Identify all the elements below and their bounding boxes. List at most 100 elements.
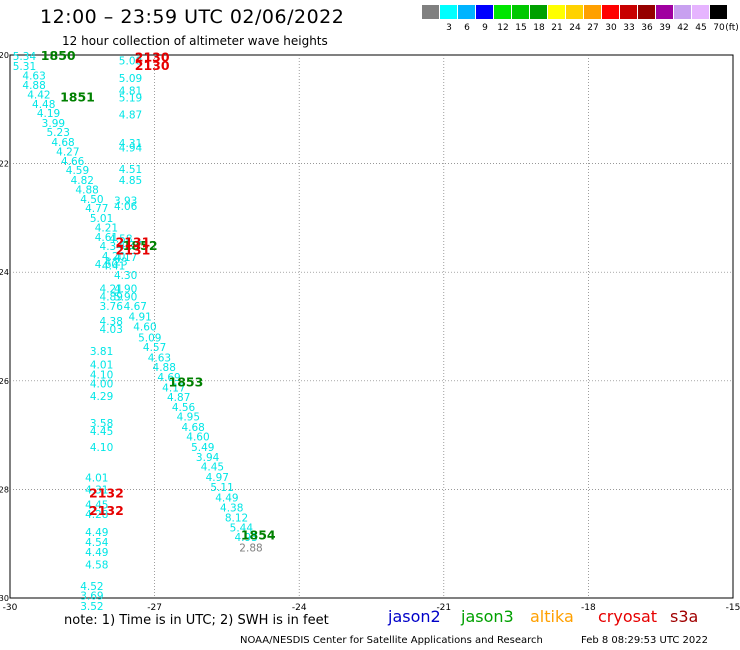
legend-swatch xyxy=(692,5,709,19)
x-tick-label: -21 xyxy=(436,603,451,613)
time-label: 1851 xyxy=(60,89,95,104)
page-subtitle: 12 hour collection of altimeter wave hei… xyxy=(62,34,328,48)
x-tick-label: -24 xyxy=(292,603,307,613)
time-label: 1850 xyxy=(41,48,76,63)
legend-label: 15 xyxy=(515,23,527,33)
wave-height-label: 4.82 xyxy=(71,175,94,187)
wave-height-label: 4.01 xyxy=(90,360,113,372)
wave-height-label: 4.89 xyxy=(100,292,123,304)
wave-height-label: 4.00 xyxy=(90,379,113,391)
legend-label: 39 xyxy=(659,23,671,33)
legend-swatch xyxy=(638,5,655,19)
wave-height-label: 4.93 xyxy=(234,532,257,544)
credit-text: NOAA/NESDIS Center for Satellite Applica… xyxy=(240,635,543,646)
wave-height-label: 5.11 xyxy=(210,482,233,494)
x-tick-label: -30 xyxy=(3,603,18,613)
wave-height-label: 4.57 xyxy=(143,342,166,354)
legend-swatch xyxy=(440,5,457,19)
legend-label: 21 xyxy=(551,23,563,33)
map-frame xyxy=(9,54,734,599)
wave-height-label: 4.49 xyxy=(85,527,108,539)
wave-height-label: 4.56 xyxy=(172,402,196,414)
legend-swatch xyxy=(476,5,493,19)
legend-label: 27 xyxy=(587,23,599,33)
page-title: 12:00 – 23:59 UTC 02/06/2022 xyxy=(40,6,345,28)
wave-height-label: 4.27 xyxy=(56,147,79,159)
wave-height-label: 4.58 xyxy=(109,234,132,246)
wave-height-label: 5.34 xyxy=(13,51,37,63)
wave-height-label: 4.85 xyxy=(119,175,142,187)
wave-height-label: 5.90 xyxy=(114,292,137,304)
wave-height-label: 4.68 xyxy=(181,422,204,434)
satellite-label-s3a: s3a xyxy=(670,607,699,626)
wave-height-label: 3.76 xyxy=(100,301,124,313)
wave-height-label: 5.31 xyxy=(13,61,36,73)
wave-height-label: 4.61 xyxy=(95,232,118,244)
legend-swatch xyxy=(494,5,511,19)
wave-height-label: 4.42 xyxy=(27,90,50,102)
wave-height-label: 4.81 xyxy=(119,85,142,97)
legend-swatch xyxy=(458,5,475,19)
legend-swatch xyxy=(674,5,691,19)
legend-swatch xyxy=(620,5,637,19)
legend-label: 24 xyxy=(569,23,581,33)
satellite-label-cryosat: cryosat xyxy=(598,607,658,626)
legend-label: 36 xyxy=(641,23,653,33)
legend-swatch xyxy=(602,5,619,19)
legend-swatch xyxy=(422,5,439,19)
wave-height-label: 4.31 xyxy=(119,138,142,150)
wave-height-label: 4.87 xyxy=(119,110,142,122)
wave-height-label: 4.21 xyxy=(100,283,123,295)
time-label: 2130 xyxy=(135,58,170,73)
x-tick-label: -18 xyxy=(581,603,596,613)
wave-height-label: 3.94 xyxy=(196,452,220,464)
wave-height-label: 4.67 xyxy=(124,301,147,313)
wave-height-label: 4.41 xyxy=(102,261,125,273)
wave-height-label: 4.45 xyxy=(201,462,224,474)
wave-height-label: 4.90 xyxy=(114,283,137,295)
wave-height-label: 8.12 xyxy=(225,513,248,525)
legend-swatch xyxy=(512,5,529,19)
satellite-label-altika: altika xyxy=(530,607,574,626)
wave-height-label: 4.20 xyxy=(102,251,125,263)
y-tick-label: -20 xyxy=(0,51,9,60)
wave-height-label: 4.19 xyxy=(37,108,60,120)
legend-label: 6 xyxy=(464,23,470,33)
wave-height-label: 4.77 xyxy=(85,203,108,215)
y-tick-label: -22 xyxy=(0,160,9,169)
wave-height-label: 3.99 xyxy=(42,118,65,130)
wave-height-label: 4.88 xyxy=(153,362,176,374)
wave-height-label: 4.58 xyxy=(85,559,108,571)
footer-note: note: 1) Time is in UTC; 2) SWH is in fe… xyxy=(64,613,329,628)
wave-height-label: 5.01 xyxy=(90,213,113,225)
wave-height-label: 4.45 xyxy=(90,426,113,438)
time-label: 2132 xyxy=(89,503,124,518)
legend-label: 45 xyxy=(695,23,707,33)
x-tick-label: -15 xyxy=(726,603,740,613)
wave-height-label: 4.59 xyxy=(66,165,89,177)
y-tick-label: -30 xyxy=(0,594,9,603)
time-label: 1853 xyxy=(169,374,204,389)
wave-height-label: 5.09 xyxy=(138,332,161,344)
wave-height-label: 4.34 xyxy=(100,241,124,253)
legend-label: 42 xyxy=(677,23,689,33)
timestamp-text: Feb 8 08:29:53 UTC 2022 xyxy=(581,635,708,646)
wave-height-label: 4.45 xyxy=(85,500,108,512)
wave-height-label: 4.03 xyxy=(100,324,123,336)
time-label: 2131 xyxy=(116,242,151,257)
wave-height-label: 4.88 xyxy=(75,185,98,197)
wave-height-label: 5.09 xyxy=(119,73,142,85)
time-label: 2130 xyxy=(135,50,170,65)
legend-label: 33 xyxy=(623,23,635,33)
wave-height-label: 4.68 xyxy=(51,137,74,149)
wave-height-label: 4.38 xyxy=(100,316,123,328)
wave-height-label: 5.44 xyxy=(230,522,254,534)
wave-height-label: 4.29 xyxy=(90,391,113,403)
legend-label: 18 xyxy=(533,23,545,33)
x-tick-label: -27 xyxy=(147,603,162,613)
wave-height-label: 5.23 xyxy=(47,127,70,139)
wave-height-label: 4.52 xyxy=(80,581,103,593)
wave-height-label: 4.28 xyxy=(85,509,108,521)
time-label: 2132 xyxy=(89,486,124,501)
